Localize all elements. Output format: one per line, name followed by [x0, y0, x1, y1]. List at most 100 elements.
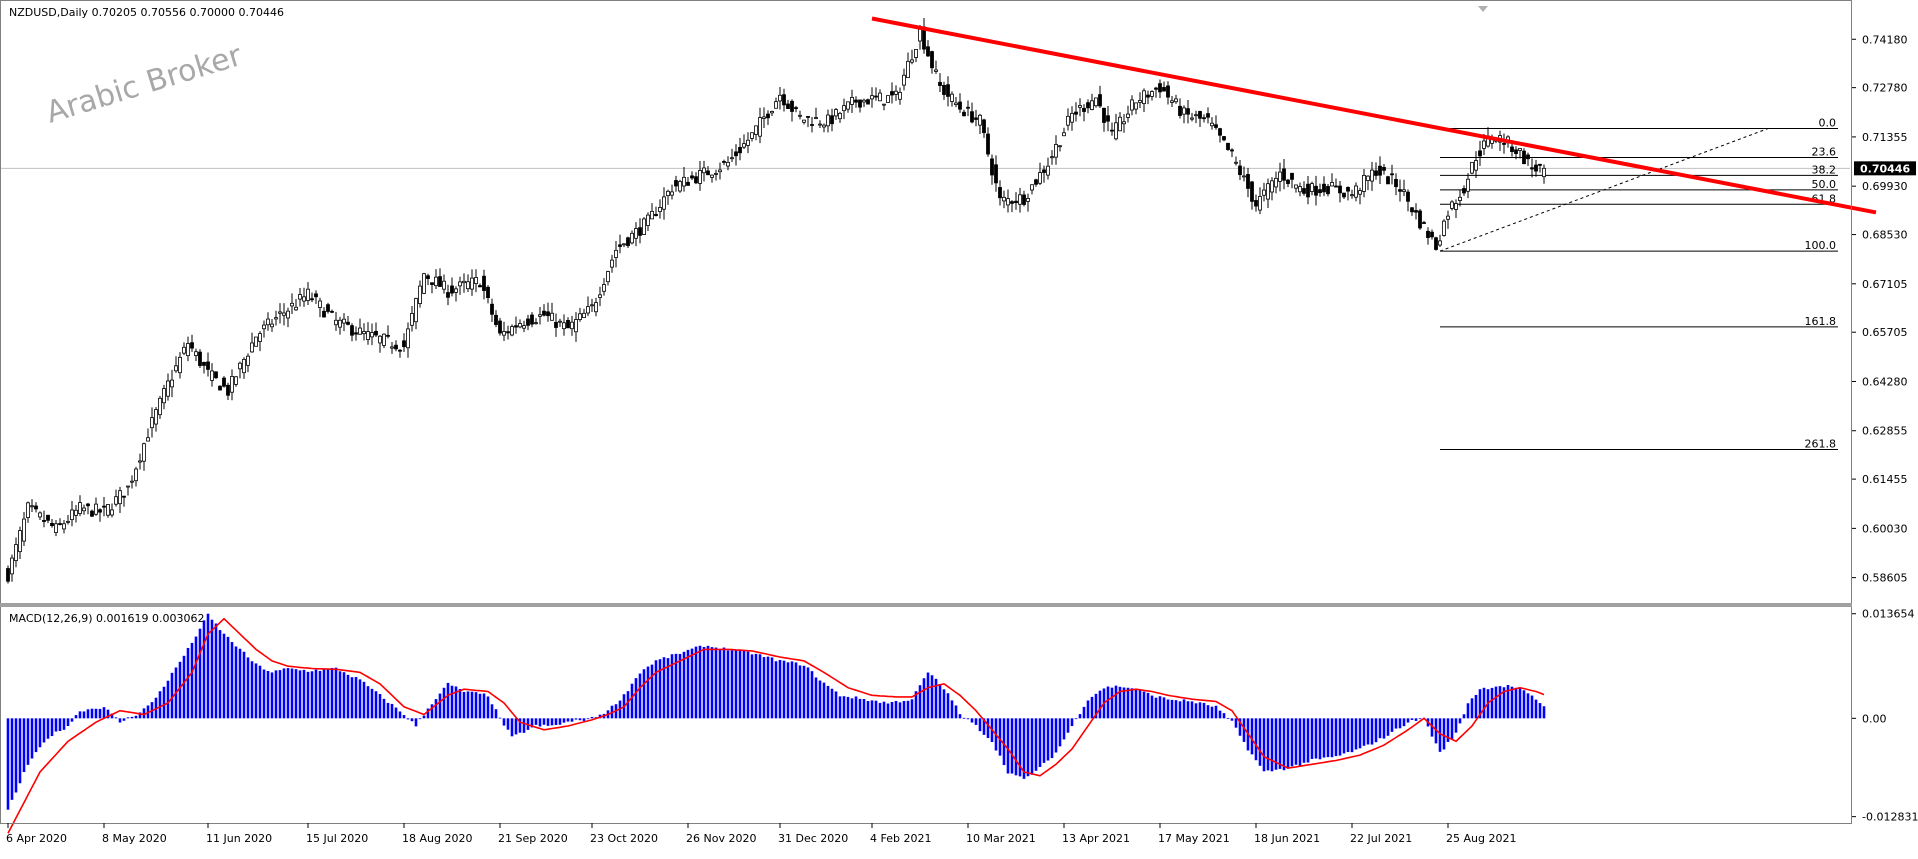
macd-bar	[1442, 718, 1446, 750]
candle-body	[498, 320, 502, 334]
macd-bar	[230, 642, 234, 719]
macd-bar	[558, 718, 562, 725]
candlestick-series	[6, 17, 1546, 584]
candle-body	[74, 509, 78, 516]
candle-body	[1514, 149, 1518, 154]
candle-body	[1242, 175, 1246, 178]
candle-body	[114, 496, 118, 505]
candle	[598, 286, 602, 307]
candle-body	[1374, 170, 1378, 176]
candle	[1522, 148, 1526, 165]
candle-body	[1034, 179, 1038, 185]
candle-body	[510, 326, 514, 336]
candle-body	[354, 332, 358, 335]
candle-body	[406, 328, 410, 349]
candle	[1114, 113, 1118, 141]
macd-bar	[1066, 718, 1070, 733]
candle-body	[1390, 173, 1394, 176]
candle-body	[1426, 230, 1430, 238]
time-axis-label: 18 Aug 2020	[402, 832, 472, 845]
candle-body	[26, 502, 30, 518]
macd-bar	[222, 633, 226, 719]
candle	[466, 274, 470, 293]
candle	[234, 376, 238, 387]
candle	[62, 520, 66, 534]
macd-bar	[682, 651, 686, 719]
macd-bar	[518, 718, 522, 733]
candle-body	[1194, 114, 1198, 117]
macd-axis-label: 0.00	[1862, 712, 1887, 725]
candle-body	[866, 99, 870, 105]
candle	[1474, 151, 1478, 178]
macd-bar	[1058, 718, 1062, 747]
macd-bar	[126, 717, 130, 719]
macd-bar	[1330, 718, 1334, 758]
macd-bar	[390, 703, 394, 719]
macd-bar	[1238, 718, 1242, 736]
candle-body	[326, 304, 330, 312]
macd-bar	[570, 718, 574, 722]
candle-body	[90, 510, 94, 517]
candle	[346, 316, 350, 326]
candle-body	[538, 314, 542, 317]
candle	[10, 554, 14, 582]
candle-body	[1158, 83, 1162, 93]
macd-bar	[302, 669, 306, 719]
candle-body	[574, 319, 578, 333]
candle-body	[598, 294, 602, 298]
candle	[282, 303, 286, 326]
candle	[1006, 189, 1010, 213]
candle-body	[950, 93, 954, 102]
macd-bar	[186, 647, 190, 719]
macd-bar	[842, 696, 846, 719]
macd-bar	[1038, 718, 1042, 767]
macd-bar	[1454, 718, 1458, 733]
candle	[290, 293, 294, 315]
candle	[890, 82, 894, 104]
candle-body	[694, 176, 698, 184]
shift-marker-icon[interactable]	[1478, 6, 1488, 12]
candle-body	[198, 351, 202, 366]
macd-bar	[638, 673, 642, 719]
candle-body	[1190, 117, 1194, 120]
candle	[398, 349, 402, 358]
candle	[1286, 178, 1290, 188]
current-price-tag	[1854, 161, 1916, 176]
pane-separator[interactable]	[0, 603, 1852, 607]
candle-body	[1394, 178, 1398, 188]
candle	[298, 287, 302, 307]
candle	[1350, 189, 1354, 199]
time-axis-label: 21 Sep 2020	[498, 832, 568, 845]
macd-bar	[374, 691, 378, 719]
candle-body	[1250, 181, 1254, 202]
candle	[1250, 180, 1254, 210]
macd-bar	[1190, 701, 1194, 719]
macd-bar	[730, 650, 734, 719]
macd-bar	[906, 700, 910, 719]
macd-bar	[138, 712, 142, 719]
candle	[158, 395, 162, 419]
macd-bar	[1158, 696, 1162, 719]
macd-bar	[1358, 718, 1362, 749]
descending-trendline[interactable]	[871, 16, 1877, 215]
candle-body	[1170, 100, 1174, 103]
candle	[130, 475, 134, 489]
macd-bar	[1134, 689, 1138, 719]
candle-body	[506, 331, 510, 334]
macd-bar	[514, 718, 518, 735]
macd-bar	[1518, 688, 1522, 719]
candle	[954, 96, 958, 108]
candle-body	[1338, 185, 1342, 194]
macd-bar	[54, 718, 58, 732]
candle	[758, 107, 762, 144]
candle-body	[514, 325, 518, 328]
macd-bar	[1334, 718, 1338, 757]
macd-bar	[1510, 686, 1514, 719]
candle-body	[1402, 189, 1406, 192]
macd-bar	[1186, 701, 1190, 719]
candle	[502, 321, 506, 342]
candle-body	[94, 503, 98, 515]
candle-body	[102, 505, 106, 508]
